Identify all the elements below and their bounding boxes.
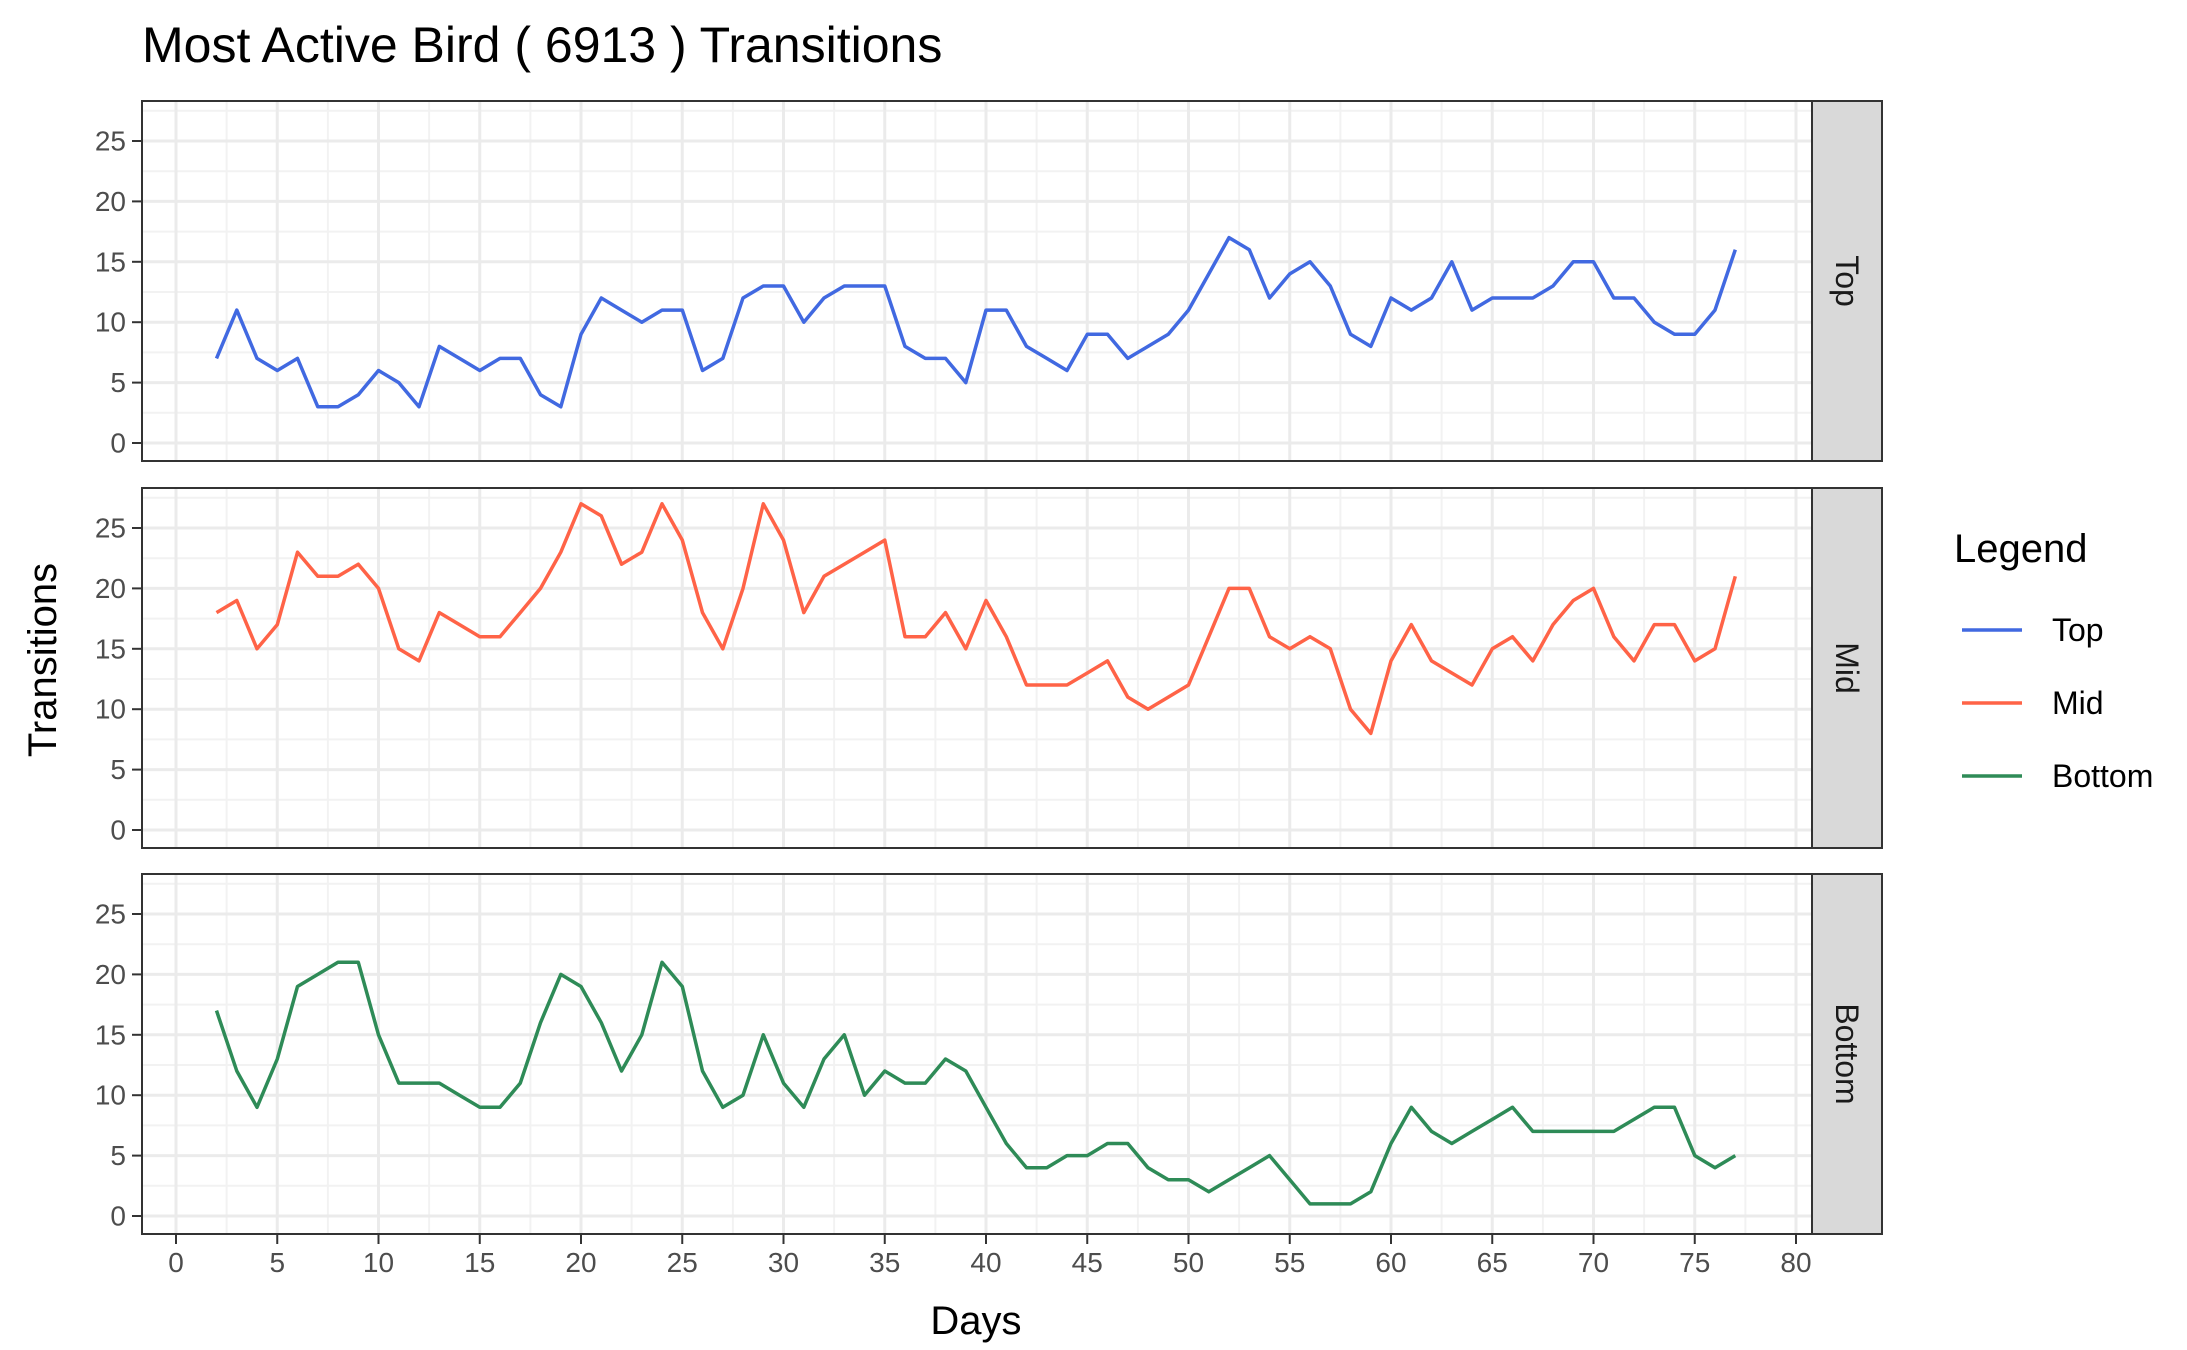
panel-background — [142, 488, 1812, 848]
x-tick-label: 50 — [1173, 1247, 1204, 1278]
panel-background — [142, 101, 1812, 461]
x-tick-label: 40 — [970, 1247, 1001, 1278]
x-tick-label: 45 — [1072, 1247, 1103, 1278]
facet-strip-label: Bottom — [1829, 1003, 1865, 1104]
y-tick-label: 20 — [95, 186, 126, 217]
x-tick-label: 65 — [1477, 1247, 1508, 1278]
y-tick-label: 0 — [110, 1201, 126, 1232]
y-tick-label: 25 — [95, 513, 126, 544]
y-tick-label: 25 — [95, 899, 126, 930]
y-axis-title: Transitions — [21, 563, 65, 757]
y-tick-label: 20 — [95, 573, 126, 604]
x-tick-label: 0 — [168, 1247, 184, 1278]
x-tick-label: 80 — [1780, 1247, 1811, 1278]
legend-title: Legend — [1954, 527, 2087, 571]
x-tick-label: 15 — [464, 1247, 495, 1278]
facet-panel-mid: Mid 0 5 10 15 20 25 — [95, 487, 1883, 849]
y-tick-label: 15 — [95, 633, 126, 664]
legend: Legend Top Mid Bottom — [1954, 527, 2153, 794]
series-line-mid — [215, 502, 1737, 736]
legend-item-bottom: Bottom — [1962, 758, 2153, 794]
facet-panel-bottom: Bottom 0 5 10 15 20 25 — [95, 873, 1883, 1235]
x-tick-label: 20 — [565, 1247, 596, 1278]
y-tick-label: 0 — [110, 428, 126, 459]
facet-strip-label: Mid — [1829, 642, 1865, 694]
legend-label: Top — [2052, 612, 2104, 648]
legend-label: Mid — [2052, 685, 2104, 721]
x-tick-label: 25 — [667, 1247, 698, 1278]
legend-item-top: Top — [1962, 612, 2104, 648]
y-tick-label: 10 — [95, 307, 126, 338]
x-axis-title: Days — [930, 1299, 1021, 1343]
x-tick-label: 35 — [869, 1247, 900, 1278]
x-tick-label: 10 — [363, 1247, 394, 1278]
series-line-top — [214, 235, 1737, 409]
facet-strip — [1811, 487, 1883, 849]
y-tick-label: 5 — [110, 1140, 126, 1171]
y-tick-label: 5 — [110, 754, 126, 785]
facet-panels: Top 0 5 10 15 20 25 Mid 0 5 10 15 20 25 Bottom 0 5 10 15 20… — [95, 100, 1883, 1278]
x-tick-label: 30 — [768, 1247, 799, 1278]
panel-background — [142, 874, 1812, 1234]
facet-strip-label: Top — [1829, 255, 1865, 307]
y-tick-label: 10 — [95, 694, 126, 725]
chart-title: Most Active Bird ( 6913 ) Transitions — [142, 17, 942, 73]
x-tick-label: 75 — [1679, 1247, 1710, 1278]
legend-label: Bottom — [2052, 758, 2153, 794]
series-line-bottom — [214, 960, 1737, 1206]
x-tick-label: 70 — [1578, 1247, 1609, 1278]
x-tick-label: 5 — [269, 1247, 285, 1278]
y-tick-label: 10 — [95, 1080, 126, 1111]
legend-item-mid: Mid — [1962, 685, 2104, 721]
y-tick-label: 20 — [95, 959, 126, 990]
y-tick-label: 0 — [110, 815, 126, 846]
x-tick-label: 60 — [1375, 1247, 1406, 1278]
y-tick-label: 15 — [95, 246, 126, 277]
y-tick-label: 5 — [110, 367, 126, 398]
x-tick-label: 55 — [1274, 1247, 1305, 1278]
facet-strip — [1811, 873, 1883, 1235]
y-tick-label: 15 — [95, 1019, 126, 1050]
facet-strip — [1811, 100, 1883, 462]
facet-panel-top: Top 0 5 10 15 20 25 — [95, 100, 1883, 462]
y-tick-label: 25 — [95, 126, 126, 157]
